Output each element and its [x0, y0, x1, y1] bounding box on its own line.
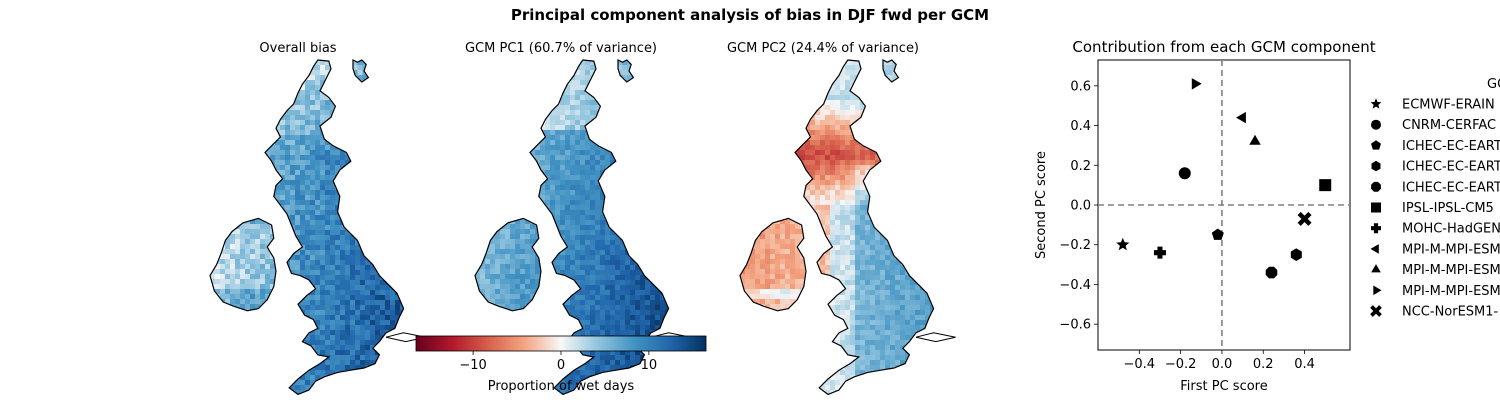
coastline-gb: [264, 59, 405, 396]
coastline-gb: [529, 59, 670, 396]
coastline-gb: [794, 59, 935, 396]
legend-label: MOHC-HadGEN: [1402, 222, 1500, 237]
data-point: [1116, 237, 1130, 251]
y-tick-label: −0.6: [1059, 318, 1091, 333]
y-axis-label: Second PC score: [1034, 151, 1049, 259]
colorbar-tick-label: 10: [641, 358, 658, 373]
legend-marker: [1371, 140, 1381, 150]
legend-marker: [1371, 119, 1381, 130]
data-point: [1290, 248, 1302, 261]
legend-title: GC: [1487, 77, 1500, 92]
data-point: [1265, 266, 1278, 279]
coastline-france: [915, 332, 956, 343]
data-point: [1297, 211, 1312, 226]
legend-label: IPSL-IPSL-CM5: [1402, 201, 1494, 216]
colorbar-gradient: [415, 335, 707, 352]
data-point: [1191, 78, 1202, 90]
legend-marker: [1371, 160, 1381, 172]
coastline-ireland: [209, 217, 277, 312]
legend-marker: [1373, 285, 1382, 296]
y-tick-label: 0.4: [1070, 119, 1091, 134]
y-tick-label: −0.4: [1059, 278, 1091, 293]
scatter-title: Contribution from each GCM component: [1072, 38, 1375, 56]
legend-label: MPI-M-MPI-ESM: [1402, 263, 1500, 278]
legend-label: ICHEC-EC-EART: [1402, 160, 1500, 175]
map-title: GCM PC2 (24.4% of variance): [727, 41, 919, 56]
data-point: [1236, 111, 1246, 124]
legend-label: MPI-M-MPI-ESM: [1402, 242, 1500, 257]
coastline-shetland: [352, 59, 370, 83]
data-point: [1249, 134, 1261, 145]
x-tick-label: 0.2: [1253, 357, 1274, 372]
coastline-shetland: [617, 59, 635, 83]
legend-label: MPI-M-MPI-ESM: [1402, 284, 1500, 299]
data-point: [1319, 179, 1332, 192]
coastline-shetland: [882, 59, 900, 83]
data-point: [1153, 246, 1166, 259]
colorbar-tick-label: −10: [459, 358, 486, 373]
legend-label: NCC-NorESM1-: [1402, 305, 1499, 320]
scatter-points: [1116, 78, 1332, 279]
legend-label: ICHEC-EC-EART: [1402, 180, 1500, 195]
legend-marker: [1370, 98, 1382, 109]
map-raster: [475, 218, 541, 311]
x-tick-label: −0.2: [1165, 357, 1197, 372]
legend-marker: [1370, 305, 1382, 317]
coastline-ireland: [739, 217, 807, 312]
legend-marker: [1371, 264, 1381, 273]
map-panel-3: GCM PC2 (24.4% of variance): [727, 41, 956, 396]
y-tick-label: 0.0: [1070, 199, 1091, 214]
map-raster: [210, 218, 276, 311]
y-tick-label: 0.2: [1070, 159, 1091, 174]
legend-label: CNRM-CERFAC: [1402, 118, 1496, 133]
legend-marker: [1371, 223, 1381, 234]
map-title: GCM PC1 (60.7% of variance): [465, 41, 657, 56]
legend-marker: [1371, 202, 1381, 213]
map-raster: [740, 218, 806, 311]
x-axis-label: First PC score: [1180, 379, 1267, 394]
colorbar-label: Proportion of wet days: [488, 379, 635, 394]
figure-title: Principal component analysis of bias in …: [511, 6, 989, 24]
data-point: [1178, 167, 1191, 180]
x-tick-label: −0.4: [1124, 357, 1156, 372]
x-tick-label: 0.4: [1294, 357, 1315, 372]
legend: ECMWF-ERAIN CNRM-CERFAC ICHEC-EC-EART ICHEC…: [1370, 98, 1500, 320]
legend-marker: [1371, 181, 1381, 192]
y-tick-label: −0.2: [1059, 238, 1091, 253]
map-title: Overall bias: [259, 41, 336, 56]
colorbar: −10 0 10 Proportion of wet days: [415, 335, 707, 394]
colorbar-tick-label: 0: [557, 358, 565, 373]
legend-label: ECMWF-ERAIN: [1402, 98, 1495, 113]
coastline-ireland: [474, 217, 542, 312]
legend-marker: [1370, 244, 1379, 254]
x-tick-label: 0.0: [1212, 357, 1233, 372]
colorbar-ticks: −10 0 10: [459, 351, 657, 373]
data-point: [1211, 228, 1224, 240]
scatter-panel: Contribution from each GCM component Fir…: [1034, 38, 1500, 394]
y-tick-label: 0.6: [1070, 79, 1091, 94]
legend-label: ICHEC-EC-EART: [1402, 139, 1500, 154]
map-panel-1: Overall bias: [209, 41, 426, 396]
